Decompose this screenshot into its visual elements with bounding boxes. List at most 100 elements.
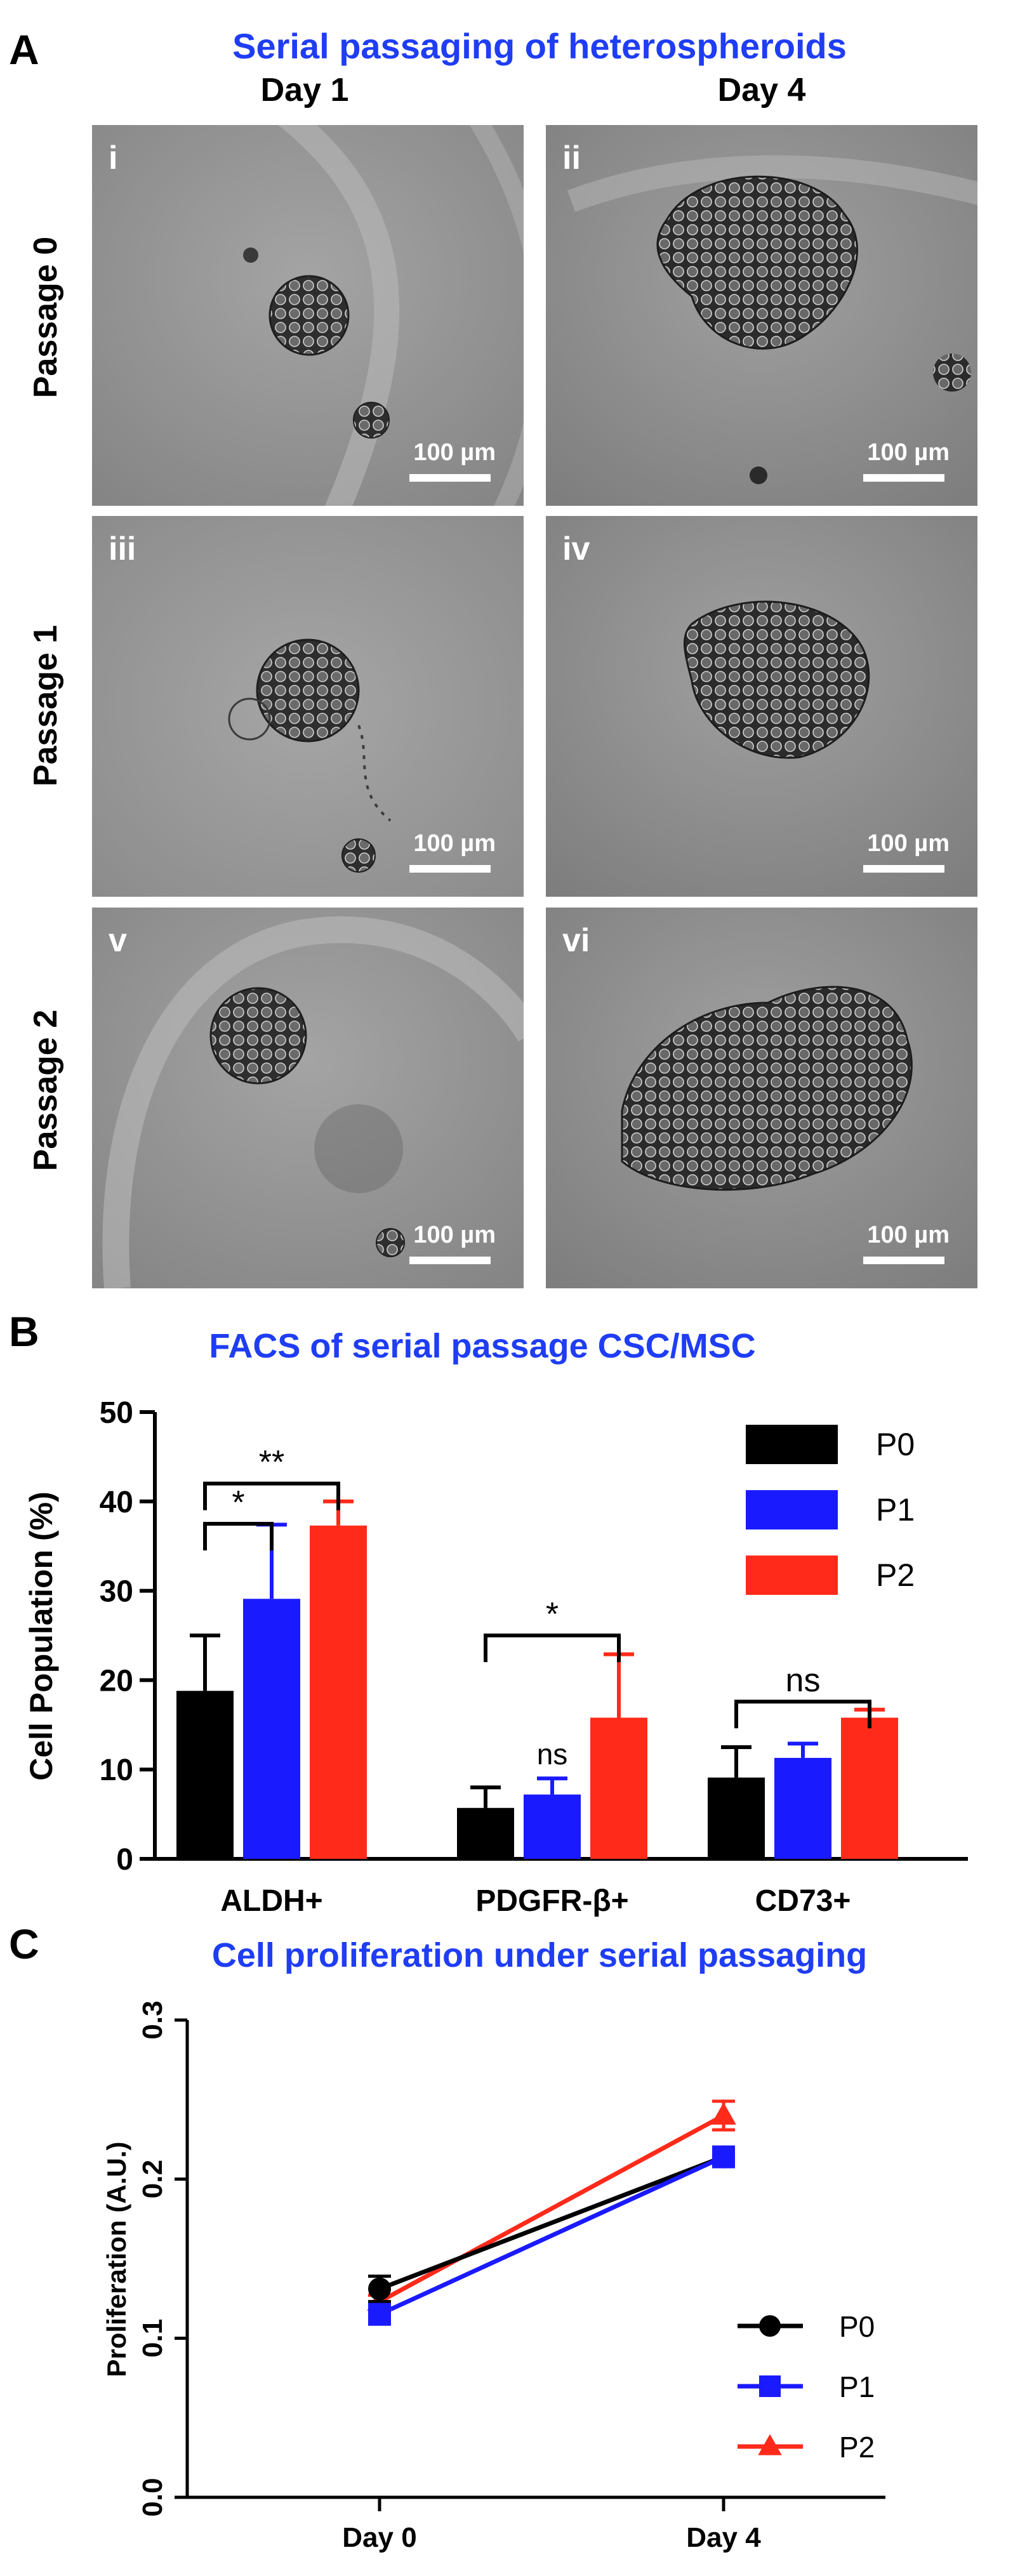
data-point — [368, 2302, 391, 2326]
legend-label: P0 — [876, 1427, 915, 1462]
scale-bar — [863, 474, 944, 482]
bar — [841, 1717, 898, 1859]
x-tick-label: Day 4 — [686, 2522, 761, 2553]
y-tick-label: 0.0 — [137, 2478, 168, 2516]
chart-c-title: Cell proliferation under serial passagin… — [211, 1936, 868, 1974]
micrograph-image — [92, 908, 524, 1288]
y-tick-label: 30 — [100, 1575, 133, 1609]
significance-label: ** — [259, 1444, 284, 1481]
data-point — [368, 2277, 391, 2301]
x-ticks: Day 0 Day 4 — [342, 2497, 761, 2553]
y-tick-label: 10 — [100, 1754, 133, 1787]
chart-b-title: FACS of serial passage CSC/MSC — [209, 1327, 756, 1365]
col-label-day4: Day 4 — [717, 72, 806, 109]
x-tick-label: CD73+ — [755, 1884, 851, 1917]
legend-swatch — [746, 1556, 838, 1595]
micrograph-image — [546, 125, 977, 506]
bar — [176, 1691, 234, 1859]
tile-label: iii — [109, 531, 136, 567]
tile-label: iv — [562, 531, 590, 567]
series-line — [378, 2155, 725, 2316]
significance-bracket — [203, 1522, 274, 1550]
panel-a-title: Serial passaging of heterospheroids — [232, 26, 847, 66]
scale-bar — [409, 865, 491, 873]
x-tick-label: PDGFR-β+ — [475, 1884, 628, 1917]
row-label-passage-2: Passage 2 — [27, 1009, 64, 1172]
micrograph-image — [546, 516, 977, 897]
significance-bracket — [734, 1700, 871, 1729]
scale-bar-label: 100 µm — [867, 830, 950, 857]
bar — [457, 1807, 514, 1859]
scale-bar — [409, 474, 491, 482]
panel-c-letter: C — [9, 1920, 39, 1967]
micrograph-tile: iv 100 µm — [546, 516, 977, 897]
panel-a-letter: A — [9, 26, 39, 73]
scale-bar — [409, 1257, 491, 1264]
y-tick-label: 50 — [100, 1396, 133, 1430]
col-label-day1: Day 1 — [260, 72, 349, 109]
y-tick-label: 0.1 — [137, 2319, 168, 2358]
series-line — [378, 2113, 725, 2304]
legend-marker — [759, 2375, 781, 2397]
scale-bar-label: 100 µm — [867, 439, 950, 466]
micrograph-image — [92, 516, 524, 897]
significance-label: * — [232, 1484, 244, 1521]
data-point — [711, 2102, 736, 2125]
scale-bar — [863, 1257, 944, 1264]
tile-label: v — [109, 922, 127, 959]
legend-label: P1 — [839, 2370, 875, 2403]
micrograph-tile: ii 100 µm — [546, 125, 977, 506]
micrograph-tile: i 100 µm — [92, 125, 524, 506]
series-lines — [367, 2099, 736, 2326]
bars — [176, 1499, 898, 1859]
tile-label: i — [109, 140, 118, 176]
y-ticks: 0 10 20 30 40 50 — [100, 1396, 155, 1877]
legend: P0 P1 P2 — [738, 2310, 875, 2464]
legend-label: P0 — [839, 2310, 875, 2343]
bar — [708, 1777, 765, 1859]
significance-label: ns — [537, 1738, 568, 1771]
legend-label: P1 — [876, 1492, 915, 1528]
y-tick-label: 0.3 — [137, 2000, 168, 2039]
bar — [774, 1757, 831, 1859]
y-axis-label: Cell Population (%) — [23, 1491, 59, 1781]
legend-marker — [758, 2434, 782, 2455]
micrograph-tile: vi 100 µm — [546, 908, 977, 1288]
legend-swatch — [746, 1490, 838, 1529]
series-line — [378, 2155, 725, 2291]
y-ticks: 0.0 0.1 0.2 0.3 — [137, 2000, 187, 2517]
x-tick-label: ALDH+ — [220, 1884, 322, 1917]
legend-label: P2 — [876, 1557, 915, 1593]
legend-swatch — [746, 1425, 838, 1464]
legend-marker — [759, 2315, 781, 2337]
legend: P0 P1 P2 — [746, 1425, 915, 1595]
tile-label: vi — [562, 922, 590, 959]
line-chart: 0.0 0.1 0.2 0.3 Day 0 Day 4 Proliferation (A… — [102, 2000, 885, 2553]
bar — [310, 1525, 367, 1859]
row-label-passage-1: Passage 1 — [27, 624, 64, 787]
micrograph-image — [546, 908, 977, 1288]
y-tick-label: 0 — [116, 1843, 133, 1877]
x-tick-label: Day 0 — [342, 2522, 416, 2553]
bar — [243, 1599, 300, 1859]
micrograph-image — [92, 125, 524, 506]
significance-bracket — [203, 1481, 340, 1510]
scale-bar-label: 100 µm — [867, 1222, 950, 1248]
x-tick-labels: ALDH+ PDGFR-β+ CD73+ — [220, 1884, 851, 1917]
significance-bracket — [484, 1634, 621, 1662]
bar — [590, 1717, 647, 1859]
scale-bar-label: 100 µm — [413, 439, 496, 466]
scale-bar — [863, 865, 944, 873]
tile-label: ii — [562, 140, 581, 176]
data-point — [712, 2145, 735, 2169]
scale-bar-label: 100 µm — [413, 1222, 496, 1248]
micrograph-tile: iii 100 µm — [92, 516, 524, 897]
panel-b-letter: B — [9, 1308, 39, 1355]
bar-chart: 0 10 20 30 40 50 Cell Population (%) ALDH+ PDG… — [23, 1396, 968, 1917]
significance-label: * — [546, 1596, 559, 1633]
row-label-passage-0: Passage 0 — [27, 236, 64, 399]
legend-label: P2 — [839, 2431, 875, 2464]
y-axis: 0 10 20 30 40 50 — [100, 1396, 157, 1877]
y-axis-label: Proliferation (A.U.) — [102, 2141, 131, 2377]
